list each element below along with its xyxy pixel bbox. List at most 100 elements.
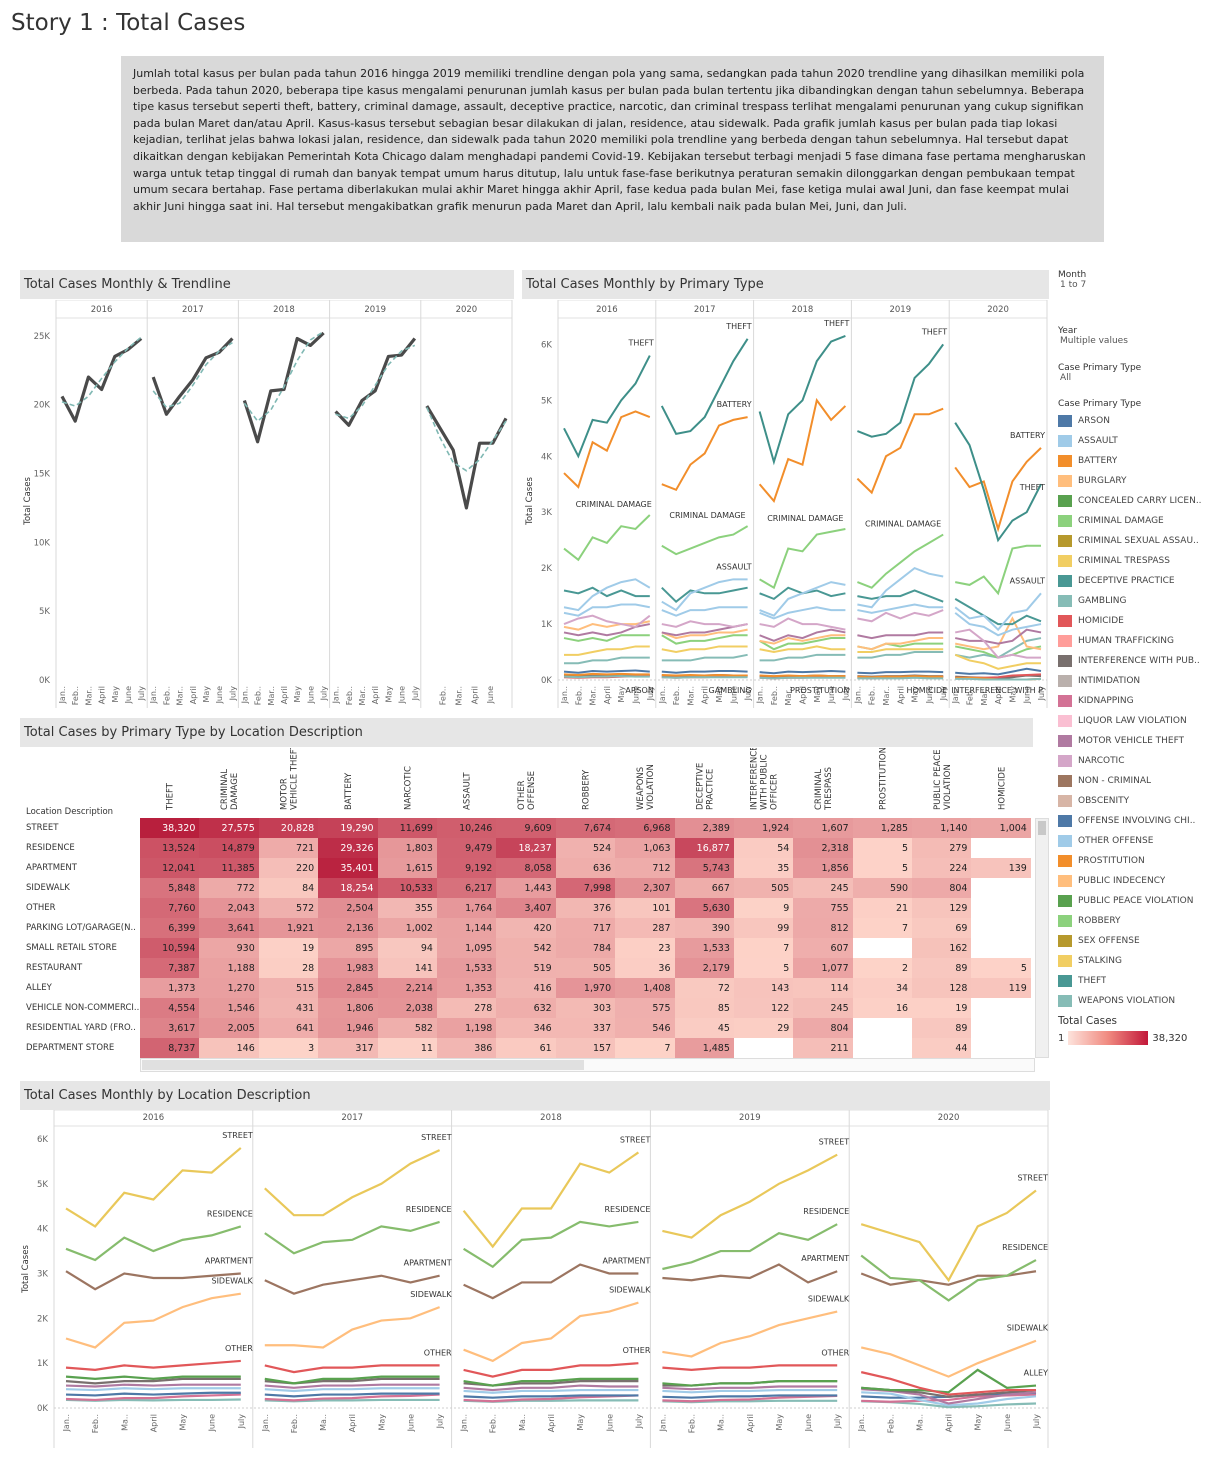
heatmap-cell[interactable]: 11,385 [199, 858, 259, 878]
legend-item-offense-involving-chi[interactable]: OFFENSE INVOLVING CHI.. [1058, 811, 1218, 831]
legend-item-deceptive-practice[interactable]: DECEPTIVE PRACTICE [1058, 571, 1218, 591]
heatmap-cell[interactable]: 386 [436, 1038, 497, 1058]
legend-item-gambling[interactable]: GAMBLING [1058, 591, 1218, 611]
heatmap-cell[interactable]: 10,594 [140, 938, 200, 958]
heatmap-cell[interactable]: 2,845 [318, 978, 378, 998]
heatmap-cell[interactable]: 607 [793, 938, 853, 958]
heatmap-cell[interactable] [852, 1018, 913, 1038]
heatmap-cell[interactable]: 355 [377, 898, 437, 918]
heatmap-cell[interactable]: 772 [199, 878, 259, 898]
heatmap-cell[interactable]: 119 [971, 978, 1031, 998]
heatmap-cell[interactable]: 2,389 [674, 818, 734, 838]
heatmap-cell[interactable]: 35 [733, 858, 794, 878]
heatmap-cell[interactable]: 505 [733, 878, 794, 898]
heatmap-cell[interactable]: 10,533 [377, 878, 437, 898]
heatmap-cell[interactable]: 1,063 [615, 838, 675, 858]
heatmap-cell[interactable]: 1,004 [971, 818, 1031, 838]
heatmap-cell[interactable] [971, 1038, 1031, 1058]
heatmap-cell[interactable]: 7 [615, 1038, 675, 1058]
heatmap-cell[interactable]: 114 [793, 978, 853, 998]
heatmap-cell[interactable]: 1,485 [674, 1038, 734, 1058]
heatmap-cell[interactable]: 10,246 [436, 818, 497, 838]
legend-item-narcotic[interactable]: NARCOTIC [1058, 751, 1218, 771]
legend-item-human-trafficking[interactable]: HUMAN TRAFFICKING [1058, 631, 1218, 651]
legend-item-sex-offense[interactable]: SEX OFFENSE [1058, 931, 1218, 951]
legend-item-stalking[interactable]: STALKING [1058, 951, 1218, 971]
heatmap-cell[interactable]: 245 [793, 878, 853, 898]
heatmap-cell[interactable]: 1,002 [377, 918, 437, 938]
heatmap-cell[interactable]: 1,806 [318, 998, 378, 1018]
heatmap-cell[interactable]: 1,533 [674, 938, 734, 958]
heatmap-cell[interactable]: 755 [793, 898, 853, 918]
heatmap-cell[interactable] [971, 938, 1031, 958]
heatmap-cell[interactable]: 1,546 [199, 998, 259, 1018]
heatmap-cell[interactable]: 38,320 [140, 818, 200, 838]
heatmap-cell[interactable]: 1,285 [852, 818, 913, 838]
heatmap-cell[interactable]: 505 [555, 958, 616, 978]
heatmap-cell[interactable]: 9,609 [496, 818, 556, 838]
heatmap-cell[interactable]: 1,983 [318, 958, 378, 978]
legend-item-motor-vehicle-theft[interactable]: MOTOR VEHICLE THEFT [1058, 731, 1218, 751]
heatmap-cell[interactable]: 72 [674, 978, 734, 998]
heatmap-cell[interactable]: 5 [852, 838, 913, 858]
legend-item-battery[interactable]: BATTERY [1058, 451, 1218, 471]
heatmap-cell[interactable]: 416 [496, 978, 556, 998]
heatmap-cell[interactable]: 1,198 [436, 1018, 497, 1038]
heatmap-cell[interactable]: 146 [199, 1038, 259, 1058]
heatmap-cell[interactable]: 895 [318, 938, 378, 958]
heatmap-cell[interactable]: 1,373 [140, 978, 200, 998]
heatmap-cell[interactable]: 8,058 [496, 858, 556, 878]
heatmap-cell[interactable]: 23 [615, 938, 675, 958]
heatmap-cell[interactable]: 157 [555, 1038, 616, 1058]
legend-item-arson[interactable]: ARSON [1058, 411, 1218, 431]
heatmap-cell[interactable]: 5,743 [674, 858, 734, 878]
legend-item-weapons-violation[interactable]: WEAPONS VIOLATION [1058, 991, 1218, 1011]
heatmap-cell[interactable]: 101 [615, 898, 675, 918]
heatmap-cell[interactable]: 6,399 [140, 918, 200, 938]
heatmap-cell[interactable]: 11,699 [377, 818, 437, 838]
heatmap-cell[interactable]: 721 [258, 838, 319, 858]
heatmap-cell[interactable]: 69 [912, 918, 972, 938]
heatmap-cell[interactable]: 667 [674, 878, 734, 898]
heatmap-cell[interactable]: 420 [496, 918, 556, 938]
heatmap-cell[interactable]: 11 [377, 1038, 437, 1058]
heatmap-cell[interactable]: 29 [733, 1018, 794, 1038]
heatmap-cell[interactable] [971, 1018, 1031, 1038]
legend-item-criminal-trespass[interactable]: CRIMINAL TRESPASS [1058, 551, 1218, 571]
heatmap-cell[interactable]: 85 [674, 998, 734, 1018]
heatmap-cell[interactable]: 546 [615, 1018, 675, 1038]
heatmap-cell[interactable]: 1,353 [436, 978, 497, 998]
heatmap-vertical-scroll-thumb[interactable] [1038, 821, 1046, 835]
legend-item-non-criminal[interactable]: NON - CRIMINAL [1058, 771, 1218, 791]
heatmap-cell[interactable]: 2,318 [793, 838, 853, 858]
legend-item-theft[interactable]: THEFT [1058, 971, 1218, 991]
heatmap-cell[interactable]: 524 [555, 838, 616, 858]
heatmap-cell[interactable]: 7,387 [140, 958, 200, 978]
heatmap-cell[interactable]: 590 [852, 878, 913, 898]
heatmap-cell[interactable]: 812 [793, 918, 853, 938]
heatmap-cell[interactable]: 346 [496, 1018, 556, 1038]
heatmap-cell[interactable]: 3,641 [199, 918, 259, 938]
heatmap-cell[interactable] [852, 938, 913, 958]
heatmap-cell[interactable]: 3,407 [496, 898, 556, 918]
heatmap-cell[interactable]: 582 [377, 1018, 437, 1038]
heatmap-cell[interactable]: 128 [912, 978, 972, 998]
heatmap-cell[interactable]: 1,443 [496, 878, 556, 898]
legend-item-criminal-sexual-assau[interactable]: CRIMINAL SEXUAL ASSAU.. [1058, 531, 1218, 551]
heatmap-cell[interactable] [971, 898, 1031, 918]
year-filter-value[interactable]: Multiple values [1060, 336, 1128, 346]
heatmap-cell[interactable]: 18,254 [318, 878, 378, 898]
heatmap-cell[interactable]: 337 [555, 1018, 616, 1038]
legend-item-prostitution[interactable]: PROSTITUTION [1058, 851, 1218, 871]
heatmap-cell[interactable]: 2,179 [674, 958, 734, 978]
heatmap-cell[interactable]: 804 [793, 1018, 853, 1038]
heatmap-cell[interactable]: 29,326 [318, 838, 378, 858]
heatmap-cell[interactable]: 14,879 [199, 838, 259, 858]
heatmap-cell[interactable]: 1,144 [436, 918, 497, 938]
heatmap-cell[interactable]: 99 [733, 918, 794, 938]
heatmap-cell[interactable]: 376 [555, 898, 616, 918]
heatmap-cell[interactable]: 303 [555, 998, 616, 1018]
heatmap-cell[interactable]: 84 [258, 878, 319, 898]
legend-item-public-peace-violation[interactable]: PUBLIC PEACE VIOLATION [1058, 891, 1218, 911]
month-filter-value[interactable]: 1 to 7 [1060, 280, 1087, 290]
